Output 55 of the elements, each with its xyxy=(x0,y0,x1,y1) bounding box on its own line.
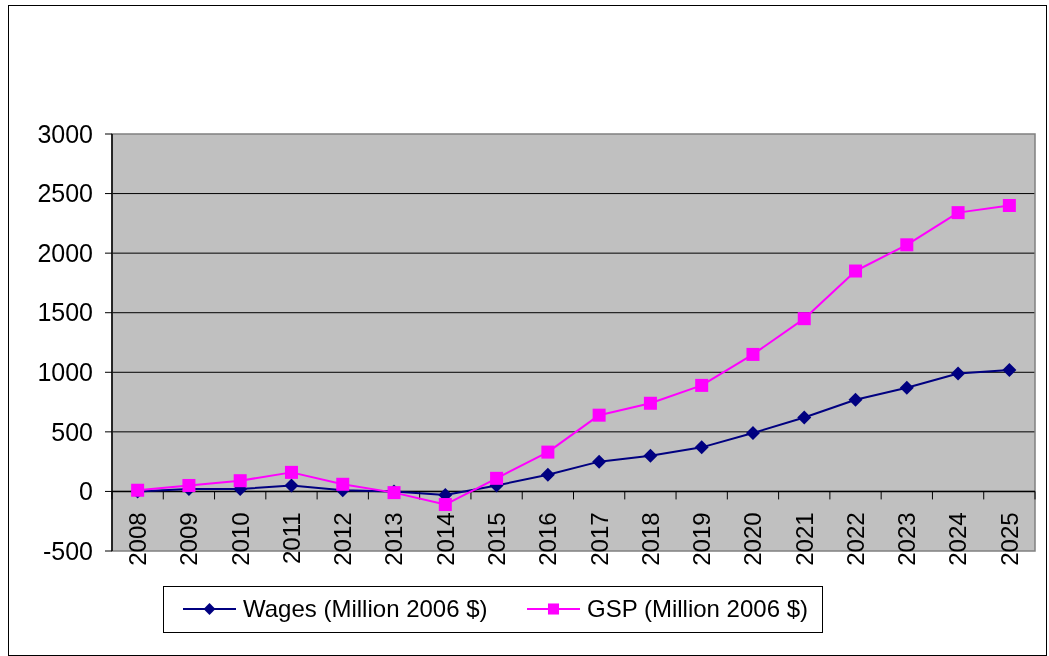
y-tick-label: 1000 xyxy=(37,358,93,387)
point xyxy=(336,477,350,491)
point xyxy=(694,440,709,455)
point xyxy=(490,471,504,485)
x-tick-label: 2016 xyxy=(534,512,562,566)
x-tick-label: 2019 xyxy=(688,512,716,566)
y-tick-label: 2500 xyxy=(37,179,93,208)
x-tick-label: 2023 xyxy=(893,512,921,566)
point xyxy=(643,448,658,463)
x-tick-label: 2022 xyxy=(841,512,869,566)
x-tick-label: 2018 xyxy=(636,512,664,566)
x-tick-label: 2014 xyxy=(431,512,459,566)
x-tick-label: 2017 xyxy=(585,512,613,566)
point xyxy=(899,380,914,395)
point xyxy=(592,454,607,469)
point xyxy=(284,478,299,493)
point xyxy=(540,467,555,482)
point xyxy=(592,408,606,422)
point xyxy=(900,238,914,252)
point xyxy=(746,347,760,361)
x-tick-label: 2010 xyxy=(226,512,254,566)
legend-label: GSP (Million 2006 $) xyxy=(587,595,808,623)
point xyxy=(284,465,298,479)
point xyxy=(797,312,811,326)
point xyxy=(643,396,657,410)
point xyxy=(849,264,863,278)
legend-label: Wages (Million 2006 $) xyxy=(243,595,488,623)
point xyxy=(233,474,247,488)
x-tick-label: 2008 xyxy=(124,512,152,566)
y-tick-label: 0 xyxy=(79,477,93,506)
y-tick-label: 500 xyxy=(51,417,93,446)
point xyxy=(541,445,555,459)
x-tick-label: 2009 xyxy=(175,512,203,566)
y-tick-label: -500 xyxy=(42,536,93,565)
x-tick-label: 2024 xyxy=(944,512,972,566)
x-tick-label: 2021 xyxy=(790,512,818,566)
y-tick-label: 1500 xyxy=(37,298,93,327)
point xyxy=(695,378,709,392)
point xyxy=(848,392,863,407)
point xyxy=(1002,198,1016,212)
x-tick-label: 2013 xyxy=(380,512,408,566)
x-tick-label: 2012 xyxy=(329,512,357,566)
point xyxy=(797,410,812,425)
point xyxy=(182,478,196,492)
point xyxy=(745,426,760,441)
y-tick-label: 3000 xyxy=(37,119,93,148)
point xyxy=(951,366,966,381)
point xyxy=(951,206,965,220)
x-tick-label: 2015 xyxy=(482,512,510,566)
x-tick-label: 2011 xyxy=(277,512,305,565)
point xyxy=(1002,362,1017,377)
y-tick-label: 2000 xyxy=(37,238,93,267)
x-tick-label: 2020 xyxy=(739,512,767,566)
x-tick-label: 2025 xyxy=(995,512,1023,566)
point xyxy=(438,498,452,512)
